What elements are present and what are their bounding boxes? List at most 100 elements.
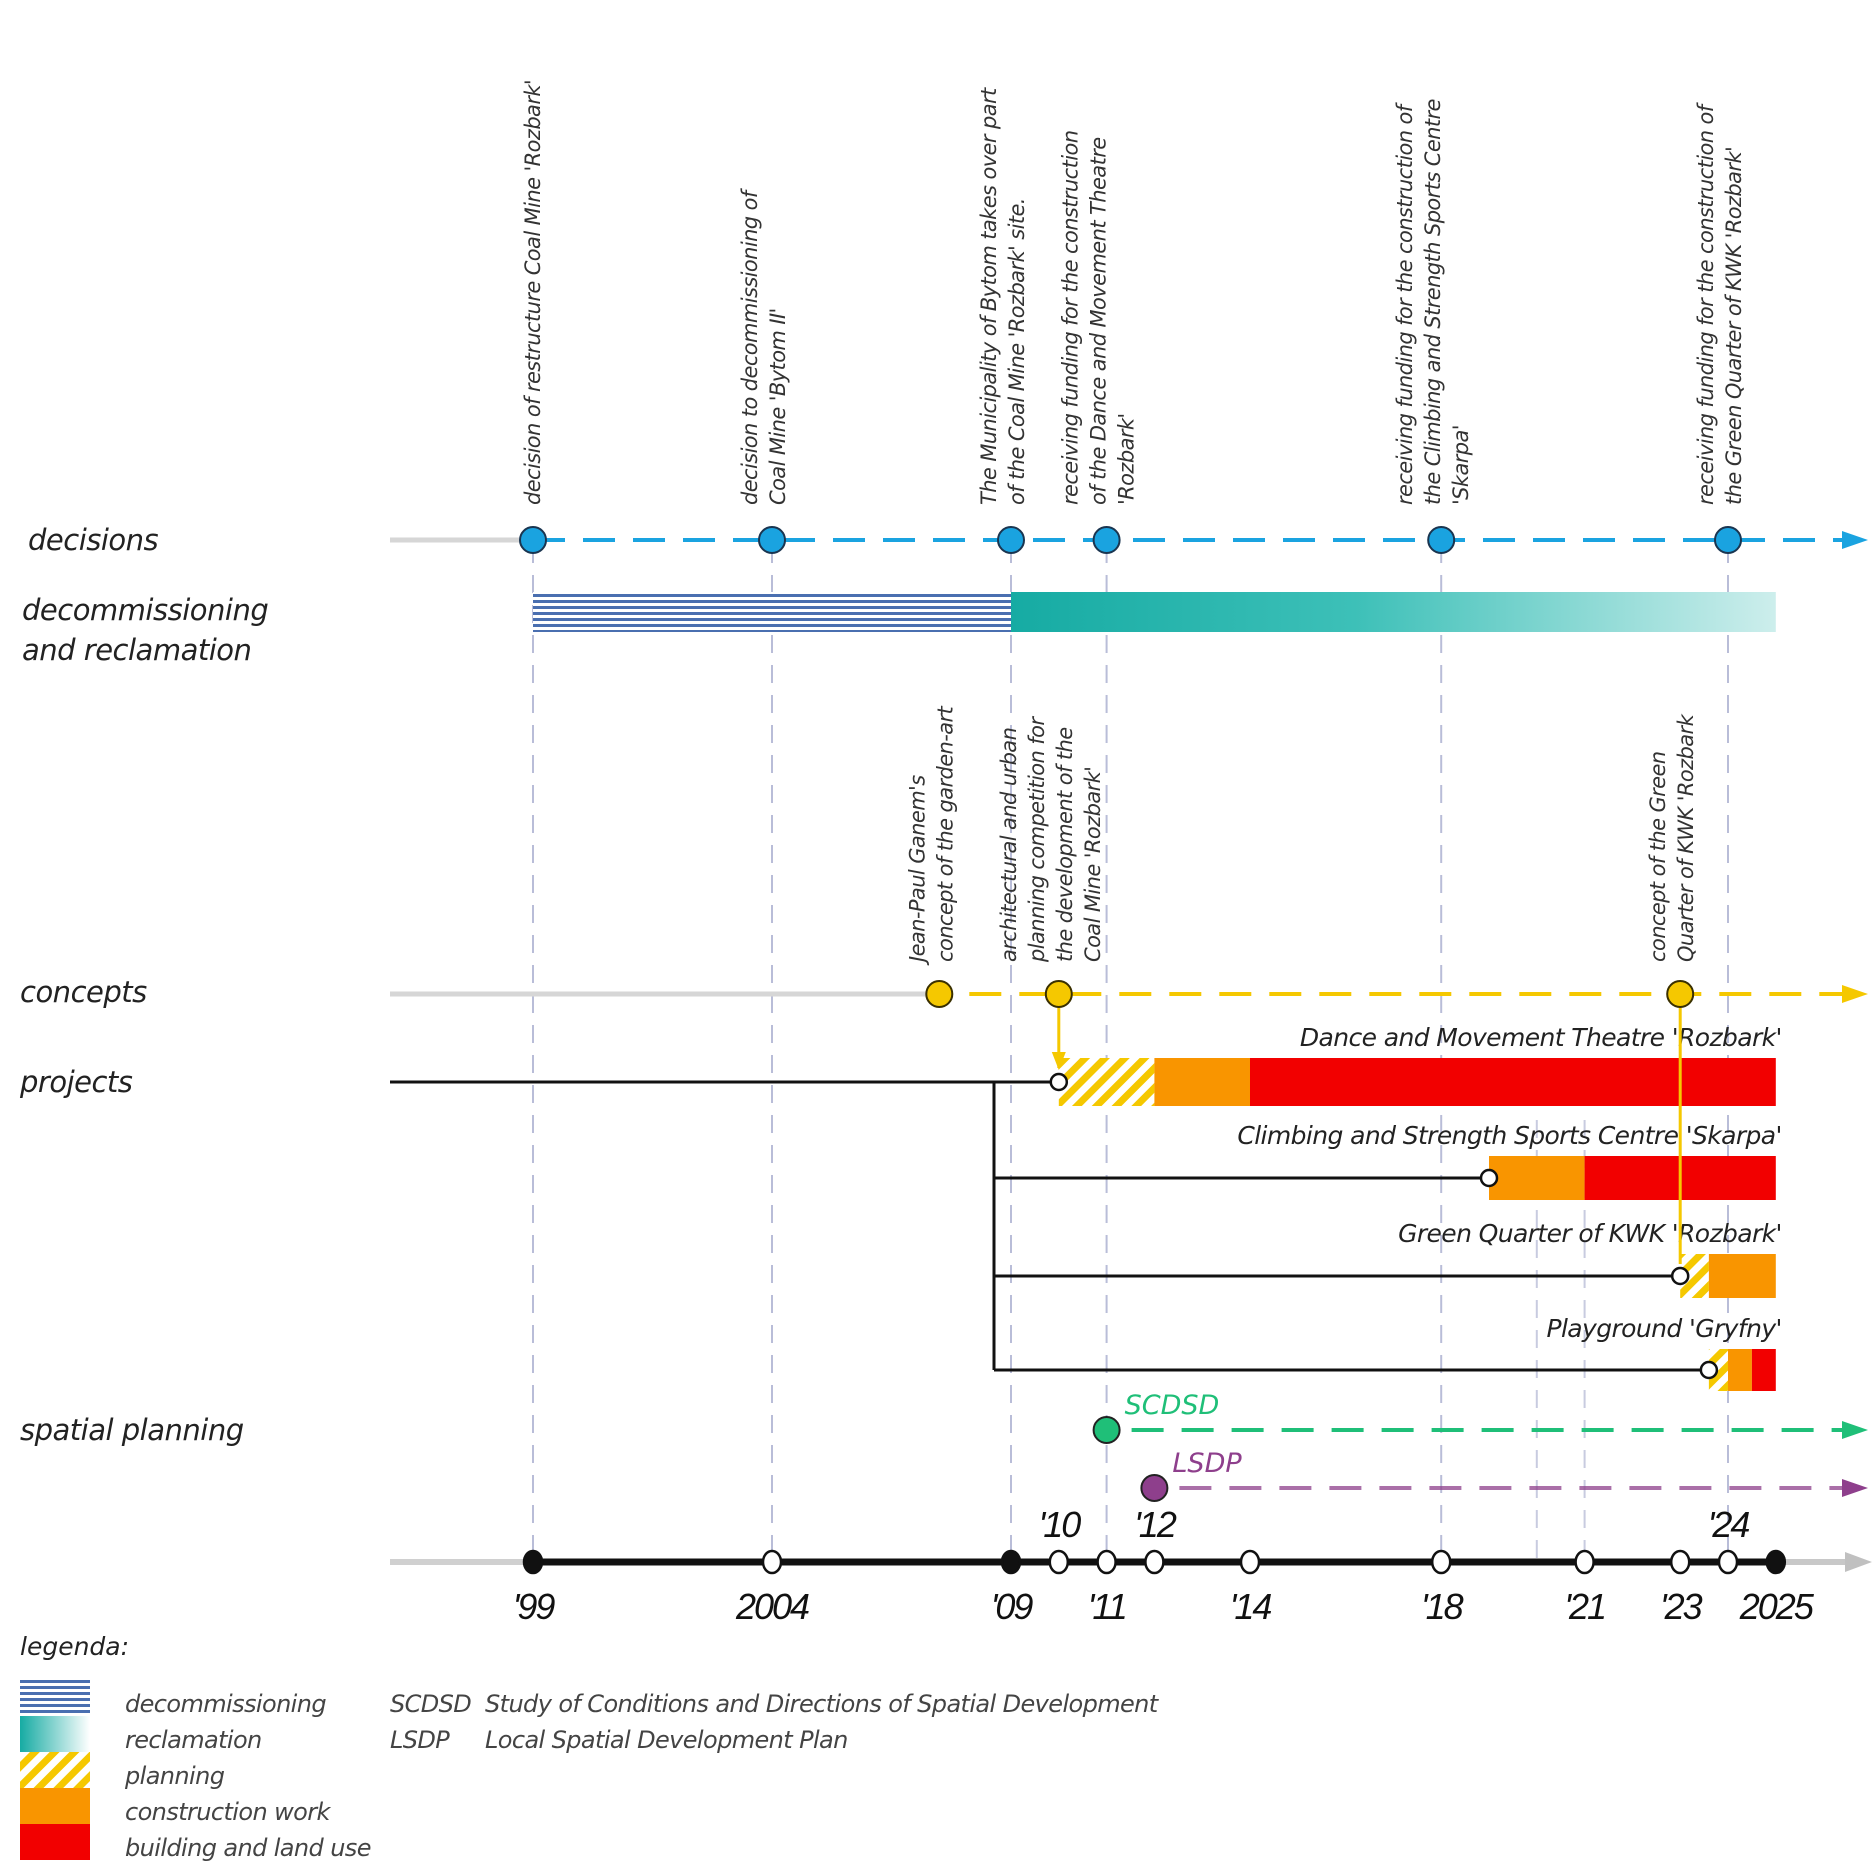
construction-segment bbox=[1708, 1254, 1776, 1298]
concept-label: the development of the bbox=[1053, 727, 1077, 962]
legend-item: building and land use bbox=[125, 1834, 371, 1862]
decision-label: receiving funding for the construction o… bbox=[1393, 101, 1417, 505]
decommissioning-bar bbox=[533, 592, 1011, 632]
concept-label: concept of the Green bbox=[1646, 751, 1670, 962]
arrow-icon bbox=[1842, 531, 1868, 549]
decision-dot bbox=[519, 526, 547, 554]
year-marker bbox=[1765, 1549, 1787, 1575]
year-label: '09 bbox=[991, 1586, 1034, 1627]
building-segment bbox=[1751, 1349, 1776, 1391]
decision-label: The Municipality of Bytom takes over par… bbox=[977, 87, 1001, 505]
legend-swatch-reclamation bbox=[20, 1716, 90, 1752]
planning-segment bbox=[1058, 1058, 1155, 1106]
year-marker bbox=[1430, 1549, 1452, 1575]
year-label: 2004 bbox=[735, 1586, 809, 1627]
year-marker bbox=[1096, 1549, 1117, 1575]
spatial-plan-label: SCDSD bbox=[1125, 1390, 1220, 1421]
decision-label: decision to decommissioning of bbox=[738, 187, 762, 505]
spatial-plan-dot bbox=[1140, 1474, 1169, 1502]
year-marker bbox=[1000, 1549, 1022, 1575]
year-marker bbox=[1144, 1549, 1165, 1575]
decision-label: the Green Quarter of KWK 'Rozbark' bbox=[1722, 147, 1746, 505]
project-start-dot bbox=[1670, 1266, 1690, 1286]
year-marker bbox=[1717, 1549, 1739, 1575]
year-marker bbox=[522, 1549, 544, 1575]
row-label-spatial-planning: spatial planning bbox=[20, 1413, 244, 1447]
year-marker bbox=[1239, 1549, 1261, 1575]
reclamation-bar bbox=[1011, 592, 1776, 632]
decision-label: 'Rozbark' bbox=[1115, 413, 1139, 505]
legend-abbr: SCDSD bbox=[390, 1690, 471, 1718]
decision-label: of the Dance and Movement Theatre bbox=[1087, 137, 1111, 505]
decision-dot bbox=[1427, 526, 1456, 554]
year-marker bbox=[1574, 1549, 1595, 1575]
construction-segment bbox=[1728, 1349, 1752, 1391]
arrow-icon bbox=[1842, 1421, 1868, 1439]
decision-label: receiving funding for the construction bbox=[1059, 131, 1083, 505]
construction-segment bbox=[1154, 1058, 1250, 1106]
legend-abbr-text: Local Spatial Development Plan bbox=[485, 1726, 848, 1754]
year-marker bbox=[1048, 1549, 1070, 1575]
spatial-plan-dot bbox=[1092, 1416, 1121, 1444]
timeline-content: decision of restructure Coal Mine 'Rozba… bbox=[390, 80, 1872, 1627]
year-label: '21 bbox=[1564, 1586, 1605, 1627]
decision-dot bbox=[758, 526, 786, 554]
decision-label: the Climbing and Strength Sports Centre bbox=[1421, 99, 1445, 505]
building-segment bbox=[1250, 1058, 1776, 1106]
decision-label: 'Skarpa' bbox=[1449, 425, 1473, 505]
arrow-icon bbox=[1842, 985, 1868, 1003]
arrow-icon bbox=[1051, 1052, 1066, 1070]
decision-dot bbox=[997, 526, 1025, 554]
construction-segment bbox=[1489, 1156, 1585, 1200]
project-start-dot bbox=[1699, 1360, 1719, 1380]
legend-swatch-decommissioning bbox=[20, 1680, 90, 1716]
row-label-reclamation: and reclamation bbox=[22, 633, 251, 667]
decision-label: of the Coal Mine 'Rozbark' site. bbox=[1005, 198, 1029, 505]
legend-item: reclamation bbox=[125, 1726, 262, 1754]
project-name: Dance and Movement Theatre 'Rozbark' bbox=[1300, 1023, 1782, 1052]
row-label-projects: projects bbox=[19, 1065, 133, 1099]
decision-dot bbox=[1714, 526, 1742, 554]
spatial-plan-label: LSDP bbox=[1172, 1448, 1242, 1479]
year-label: '23 bbox=[1660, 1586, 1703, 1627]
concept-label: architectural and urban bbox=[997, 728, 1021, 962]
decision-label: decision of restructure Coal Mine 'Rozba… bbox=[521, 80, 545, 505]
concept-dot bbox=[1044, 980, 1073, 1008]
year-marker bbox=[1669, 1549, 1691, 1575]
concept-label: planning competition for bbox=[1025, 716, 1049, 963]
decision-dot bbox=[1092, 526, 1121, 554]
concept-label: Jean-Paul Ganem's bbox=[905, 775, 929, 966]
project-start-dot bbox=[1479, 1168, 1499, 1188]
legend-item: decommissioning bbox=[125, 1690, 326, 1718]
project-name: Climbing and Strength Sports Centre 'Ska… bbox=[1237, 1121, 1781, 1150]
year-label: '11 bbox=[1087, 1586, 1125, 1627]
legend-item: planning bbox=[124, 1762, 225, 1790]
year-label: '12 bbox=[1134, 1504, 1177, 1545]
legend-item: construction work bbox=[125, 1798, 331, 1826]
legend-swatch-building bbox=[20, 1824, 90, 1860]
concept-label: concept of the garden-art bbox=[933, 705, 957, 962]
project-start-dot bbox=[1049, 1072, 1069, 1092]
row-label-concepts: concepts bbox=[20, 975, 147, 1009]
year-marker bbox=[761, 1549, 783, 1575]
row-labels: decisions decommissioning and reclamatio… bbox=[19, 523, 269, 1447]
year-label: '10 bbox=[1038, 1504, 1081, 1545]
row-label-decisions: decisions bbox=[28, 523, 159, 557]
concept-label: Coal Mine 'Rozbark' bbox=[1081, 767, 1105, 962]
year-label: '14 bbox=[1230, 1586, 1272, 1627]
legend-abbr-text: Study of Conditions and Directions of Sp… bbox=[485, 1690, 1160, 1718]
year-label: 2025 bbox=[1739, 1586, 1815, 1627]
legend: legenda: decommissioning reclamation pla… bbox=[20, 1632, 1160, 1862]
concept-dot bbox=[925, 980, 954, 1008]
arrow-icon bbox=[1842, 1479, 1868, 1497]
project-name: Playground 'Gryfny' bbox=[1546, 1314, 1781, 1343]
decision-label: receiving funding for the construction o… bbox=[1694, 101, 1718, 505]
decision-label: Coal Mine 'Bytom II' bbox=[766, 308, 790, 505]
year-label: '99 bbox=[513, 1586, 556, 1627]
legend-abbr: LSDP bbox=[390, 1726, 450, 1754]
legend-swatch-construction bbox=[20, 1788, 90, 1824]
row-label-decommissioning: decommissioning bbox=[22, 593, 268, 627]
concept-label: Quarter of KWK 'Rozbark bbox=[1674, 713, 1698, 962]
planning-segment bbox=[1708, 1349, 1728, 1391]
